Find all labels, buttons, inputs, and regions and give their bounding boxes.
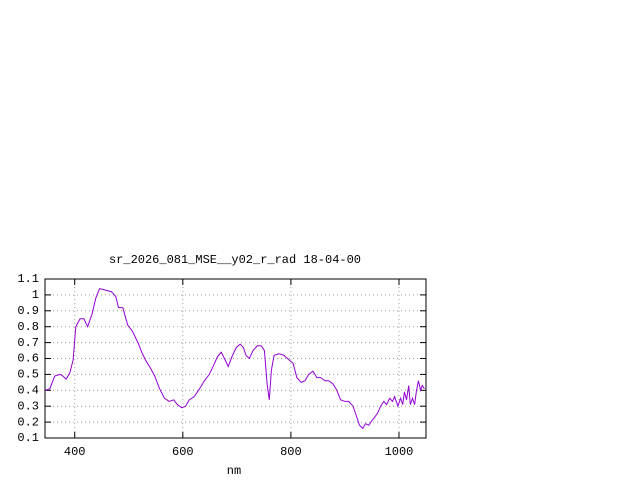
y-tick-label: 1 xyxy=(32,288,39,302)
x-tick-label: 600 xyxy=(172,445,194,459)
plot-border xyxy=(44,278,427,439)
y-tick-label: 0.4 xyxy=(17,383,39,397)
x-axis-label: nm xyxy=(227,464,241,478)
y-tick-label: 0.6 xyxy=(17,352,39,366)
y-tick-label: 0.5 xyxy=(17,368,39,382)
y-tick-label: 0.8 xyxy=(17,320,39,334)
data-line xyxy=(44,287,425,430)
y-tick-label: 0.2 xyxy=(17,415,39,429)
x-tick-label: 1000 xyxy=(385,445,414,459)
x-tick-label: 800 xyxy=(280,445,302,459)
y-tick-label: 0.9 xyxy=(17,304,39,318)
y-tick-label: 0.3 xyxy=(17,399,39,413)
y-tick-label: 0.7 xyxy=(17,336,39,350)
y-tick-label: 0.1 xyxy=(17,431,39,445)
x-tick-label: 400 xyxy=(64,445,86,459)
y-tick-label: 1.1 xyxy=(17,272,39,286)
chart-title: sr_2026_081_MSE__y02_r_rad 18-04-00 xyxy=(109,253,361,267)
